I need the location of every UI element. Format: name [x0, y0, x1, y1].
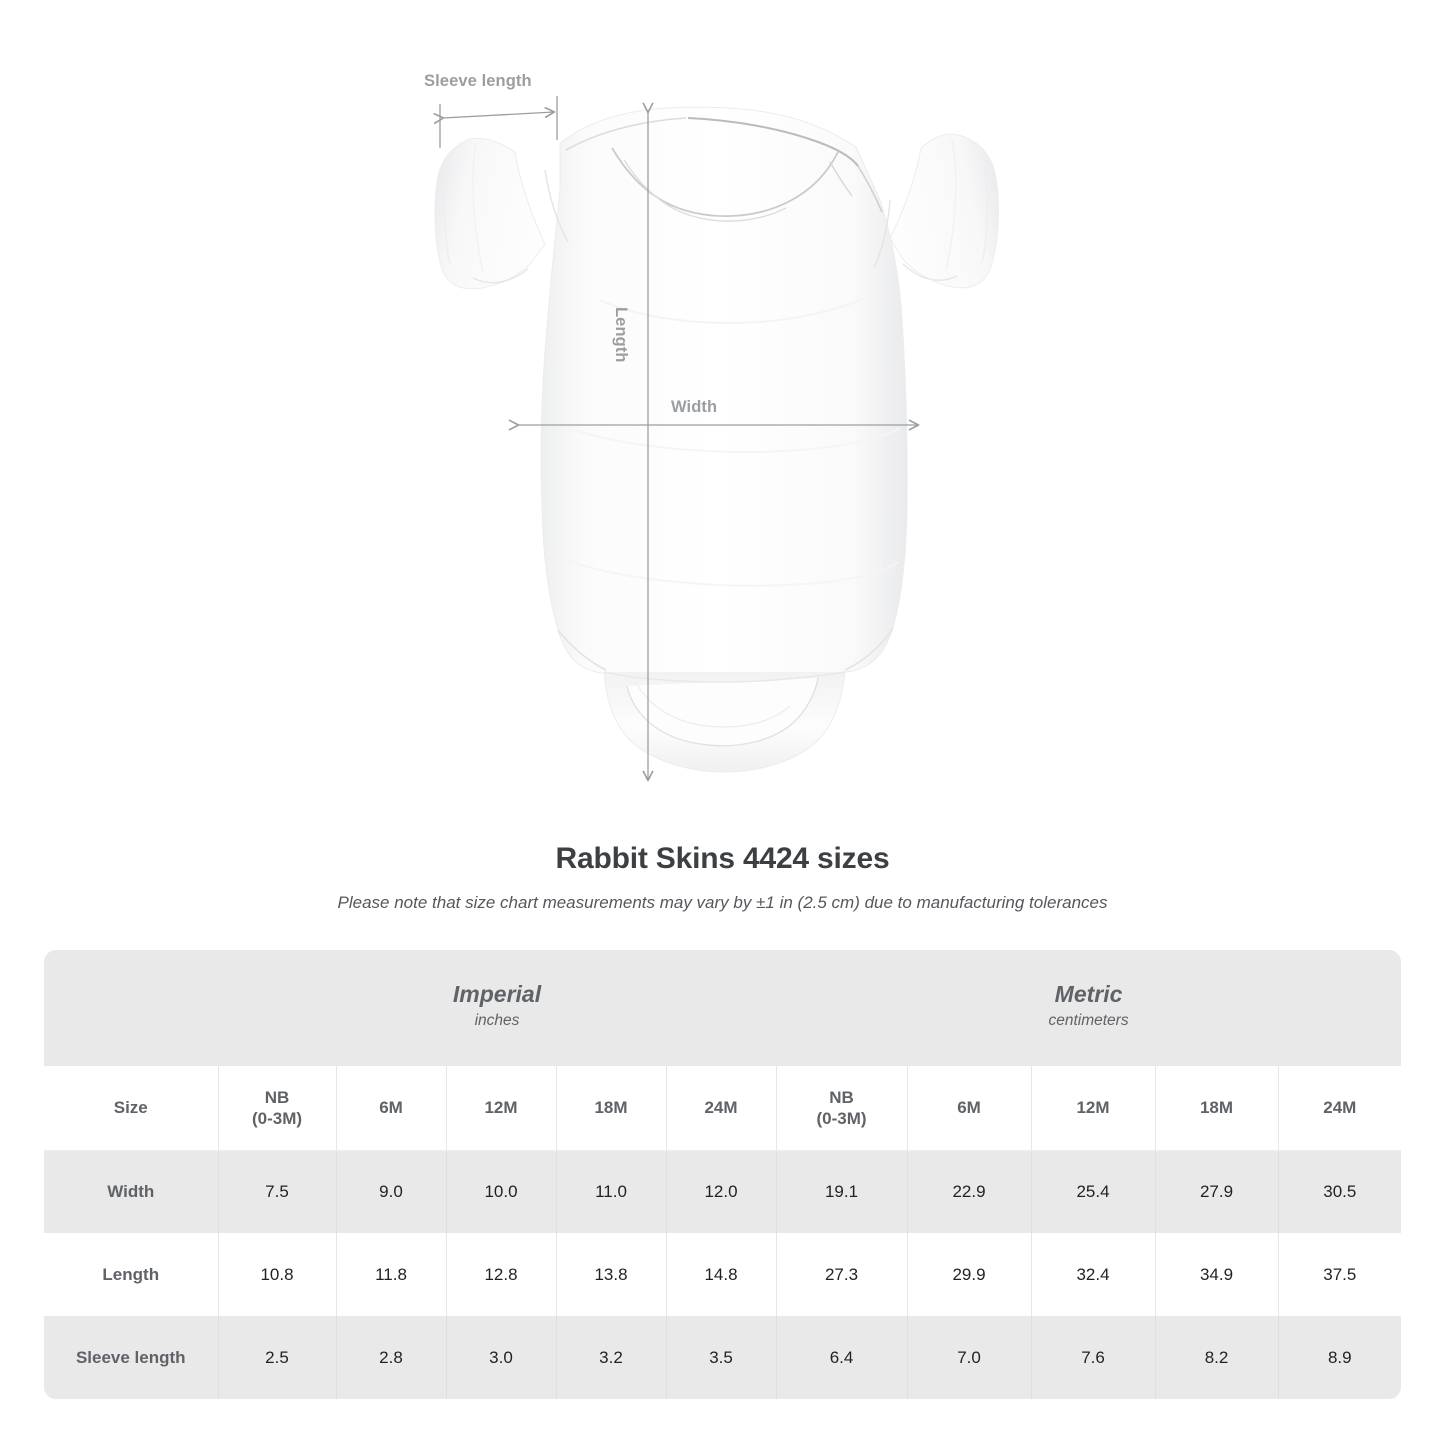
cell-width-6m-imperial: 9.0	[335, 1150, 446, 1233]
cell-length-18m-metric: 34.9	[1154, 1233, 1279, 1316]
size-chart-table: Imperial inches Metric centimeters Size …	[44, 950, 1402, 1399]
column-header-nb-imperial: NB (0-3M)	[217, 1066, 336, 1151]
left-shoulder-seam	[565, 117, 687, 151]
body-crease-2	[574, 427, 901, 453]
left-sleeve-fold	[443, 169, 451, 265]
column-header-24m-metric: 24M	[1277, 1066, 1402, 1151]
left-cuff	[472, 268, 529, 284]
body-crease-3	[565, 559, 899, 587]
cell-length-6m-imperial: 11.8	[335, 1233, 446, 1316]
column-header-6m-imperial: 6M	[335, 1066, 446, 1151]
left-leg-hem	[557, 629, 607, 671]
cell-sleeve-nb-metric: 6.4	[775, 1316, 908, 1399]
row-label-length: Length	[44, 1233, 218, 1316]
cell-sleeve-18m-imperial: 3.2	[555, 1316, 666, 1399]
right-lap-shoulder-seam	[687, 117, 859, 167]
column-header-sub: (0-3M)	[816, 1108, 867, 1128]
body-crease-1	[599, 291, 881, 325]
column-header-18m-metric: 18M	[1154, 1066, 1279, 1151]
metric-label: Metric	[1054, 981, 1123, 1007]
imperial-group-header: Imperial inches	[218, 950, 777, 1066]
cell-sleeve-12m-imperial: 3.0	[445, 1316, 556, 1399]
row-label-sleeve-length: Sleeve length	[44, 1316, 218, 1399]
table-row: Length 10.8 11.8 12.8 13.8 14.8 27.3 29.…	[44, 1233, 1402, 1316]
crotch-top-seam	[603, 671, 846, 683]
row-label-width: Width	[44, 1150, 218, 1233]
cell-length-nb-metric: 27.3	[775, 1233, 908, 1316]
bodysuit-svg	[0, 96, 999, 830]
cell-width-18m-imperial: 11.0	[555, 1150, 666, 1233]
cell-sleeve-18m-metric: 8.2	[1154, 1316, 1279, 1399]
column-header-sub: (0-3M)	[251, 1108, 303, 1128]
cell-length-nb-imperial: 10.8	[217, 1233, 336, 1316]
neck-lap-right	[829, 161, 853, 197]
column-header-18m-imperial: 18M	[555, 1066, 666, 1151]
cell-length-18m-imperial: 13.8	[555, 1233, 666, 1316]
unit-band-spacer	[44, 950, 218, 1066]
imperial-unit: inches	[474, 1012, 520, 1029]
right-leg-hem	[844, 627, 894, 671]
size-header-cell: Size	[44, 1066, 218, 1151]
cell-length-24m-imperial: 14.8	[665, 1233, 777, 1316]
cell-sleeve-24m-metric: 8.9	[1277, 1316, 1402, 1399]
column-header-nb-metric: NB (0-3M)	[775, 1066, 908, 1151]
metric-group-header: Metric centimeters	[776, 950, 1402, 1066]
cell-length-24m-metric: 37.5	[1277, 1233, 1402, 1316]
sleeve-length-label: Sleeve length	[424, 72, 532, 90]
cell-width-6m-metric: 22.9	[906, 1150, 1032, 1233]
cell-width-24m-imperial: 12.0	[665, 1150, 777, 1233]
cell-sleeve-12m-metric: 7.6	[1030, 1316, 1156, 1399]
metric-unit: centimeters	[1048, 1012, 1129, 1029]
cell-sleeve-6m-imperial: 2.8	[335, 1316, 446, 1399]
cell-width-12m-metric: 25.4	[1030, 1150, 1156, 1233]
cell-width-18m-metric: 27.9	[1154, 1150, 1279, 1233]
chart-heading: Rabbit Skins 4424 sizes Please note that…	[0, 840, 1445, 914]
column-header-24m-imperial: 24M	[665, 1066, 777, 1151]
left-sleeve	[434, 137, 546, 290]
right-cuff	[902, 263, 958, 281]
left-armhole-seam	[544, 169, 569, 243]
column-header-main: NB	[829, 1087, 854, 1107]
cell-sleeve-24m-imperial: 3.5	[665, 1316, 777, 1399]
column-header-main: NB	[264, 1087, 290, 1107]
table-row: Sleeve length 2.5 2.8 3.0 3.2 3.5 6.4 7.…	[44, 1316, 1402, 1399]
right-armhole-seam	[873, 199, 891, 269]
cell-sleeve-nb-imperial: 2.5	[217, 1316, 336, 1399]
tolerance-note: Please note that size chart measurements…	[337, 893, 1108, 912]
bodysuit-body	[540, 106, 908, 680]
table-row: Width 7.5 9.0 10.0 11.0 12.0 19.1 22.9 2…	[44, 1150, 1402, 1233]
cell-length-12m-metric: 32.4	[1030, 1233, 1156, 1316]
cell-width-nb-imperial: 7.5	[217, 1150, 336, 1233]
cell-length-6m-metric: 29.9	[906, 1233, 1032, 1316]
right-sleeve-fold	[981, 165, 988, 264]
neckline-inner	[623, 159, 787, 222]
cell-width-nb-metric: 19.1	[775, 1150, 908, 1233]
column-header-6m-metric: 6M	[906, 1066, 1032, 1151]
right-sleeve-crease	[945, 139, 957, 271]
imperial-label: Imperial	[452, 981, 542, 1007]
size-table-container: Imperial inches Metric centimeters Size …	[44, 950, 1402, 1399]
cell-sleeve-6m-metric: 7.0	[906, 1316, 1032, 1399]
column-header-12m-imperial: 12M	[445, 1066, 556, 1151]
bodysuit-diagram	[0, 96, 999, 830]
garment-illustration: Sleeve length Length Width	[0, 72, 999, 830]
column-header-12m-metric: 12M	[1030, 1066, 1156, 1151]
size-header-row: Size NB (0-3M) 6M 12M 18M 24M NB (0-3M) …	[44, 1066, 1402, 1151]
right-shoulder-edge	[857, 165, 883, 213]
width-label: Width	[671, 398, 718, 416]
page-title: Rabbit Skins 4424 sizes	[555, 842, 890, 875]
cell-length-12m-imperial: 12.8	[445, 1233, 556, 1316]
sleeve-length-arrow	[443, 112, 554, 118]
right-sleeve	[889, 133, 999, 289]
left-sleeve-crease	[472, 142, 484, 273]
length-label: Length	[612, 307, 630, 363]
cell-width-12m-imperial: 10.0	[445, 1150, 556, 1233]
cell-width-24m-metric: 30.5	[1277, 1150, 1402, 1233]
unit-band-row: Imperial inches Metric centimeters	[44, 950, 1402, 1066]
